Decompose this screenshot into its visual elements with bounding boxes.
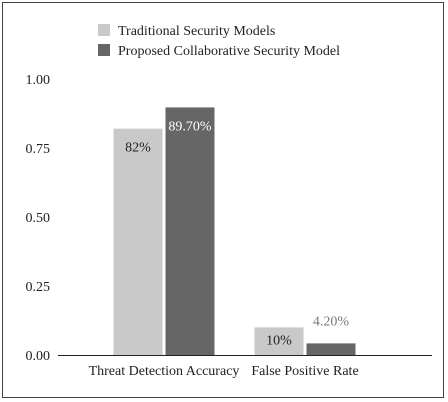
legend-swatch-2 — [98, 44, 110, 56]
data-label-traditional-security-models-false-positive-rate: 10% — [266, 333, 292, 348]
y-tick-label: 0.00 — [26, 349, 51, 364]
x-axis: Threat Detection Accuracy False Positive … — [58, 355, 432, 379]
x-tick-label-threat-detection-accuracy: Threat Detection Accuracy — [89, 364, 240, 379]
bar-proposed-collaborative-security-model-threat-detection-accuracy — [165, 107, 215, 355]
data-label-traditional-security-models-threat-detection-accuracy: 82% — [125, 141, 151, 156]
bars: 82% 89.70% 10% 4.20% — [113, 107, 356, 355]
data-label-proposed-collaborative-security-model-threat-detection-accuracy: 89.70% — [168, 119, 212, 134]
y-tick-label: 0.25 — [26, 280, 51, 295]
y-tick-label: 1.00 — [26, 73, 51, 88]
y-tick-label: 0.75 — [26, 142, 51, 157]
data-label-proposed-collaborative-security-model-false-positive-rate: 4.20% — [313, 314, 350, 329]
bar-proposed-collaborative-security-model-false-positive-rate — [306, 343, 356, 355]
y-tick-label: 0.50 — [26, 211, 51, 226]
legend: Traditional Security Models Proposed Coll… — [98, 24, 340, 59]
legend-label-2: Proposed Collaborative Security Model — [118, 44, 340, 59]
bar-traditional-security-models-threat-detection-accuracy — [113, 128, 163, 355]
x-tick-label-false-positive-rate: False Positive Rate — [251, 364, 358, 379]
chart-frame — [2, 2, 444, 398]
legend-label-1: Traditional Security Models — [118, 24, 275, 39]
y-axis: 0.00 0.25 0.50 0.75 1.00 — [26, 73, 51, 364]
legend-swatch-1 — [98, 24, 110, 36]
bar-traditional-security-models-false-positive-rate — [254, 327, 304, 355]
